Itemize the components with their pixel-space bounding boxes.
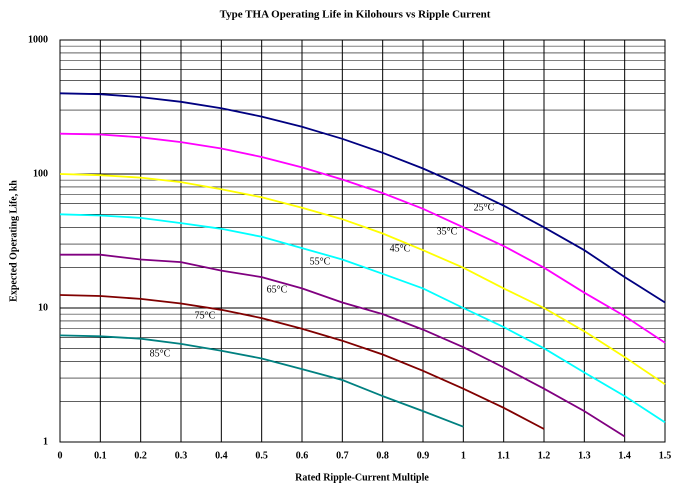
series-label: 65°C [267, 284, 288, 295]
x-tick-label: 0.7 [336, 450, 349, 461]
x-tick-label: 1.1 [497, 450, 510, 461]
chart-title: Type THA Operating Life in Kilohours vs … [220, 9, 491, 21]
series-line [59, 132, 666, 344]
x-tick-label: 1 [461, 450, 466, 461]
x-tick-label: 0.1 [94, 450, 107, 461]
series-label: 75°C [195, 310, 216, 321]
series-line [59, 92, 666, 304]
series-label: 85°C [150, 348, 171, 359]
series-line [60, 253, 626, 438]
x-tick-label: 0.3 [175, 450, 188, 461]
series-line [59, 213, 666, 424]
x-tick-label: 0.2 [134, 450, 147, 461]
series-label: 35°C [437, 226, 458, 237]
y-tick-label: 10 [38, 302, 48, 313]
series-label: 25°C [474, 202, 495, 213]
x-axis-title: Rated Ripple-Current Multiple [295, 472, 429, 483]
y-tick-label: 1 [43, 436, 48, 447]
y-tick-label: 100 [33, 168, 48, 179]
y-axis-title: Expected Operating Life, kh [8, 180, 19, 302]
x-tick-label: 1.4 [618, 450, 631, 461]
series-label: 55°C [310, 256, 331, 267]
series-line [59, 334, 464, 428]
series-line [59, 294, 545, 430]
x-tick-label: 0.9 [417, 450, 430, 461]
series-label: 45°C [390, 243, 411, 254]
x-tick-label: 0 [58, 450, 63, 461]
plot-frame [59, 39, 666, 443]
x-tick-label: 0.6 [296, 450, 309, 461]
x-tick-label: 1.3 [578, 450, 591, 461]
x-tick-label: 1.2 [538, 450, 551, 461]
x-tick-label: 1.5 [659, 450, 672, 461]
series-line [59, 173, 666, 385]
x-tick-label: 0.5 [255, 450, 268, 461]
y-tick-label: 1000 [28, 34, 48, 45]
x-tick-label: 0.8 [376, 450, 389, 461]
x-tick-label: 0.4 [215, 450, 228, 461]
